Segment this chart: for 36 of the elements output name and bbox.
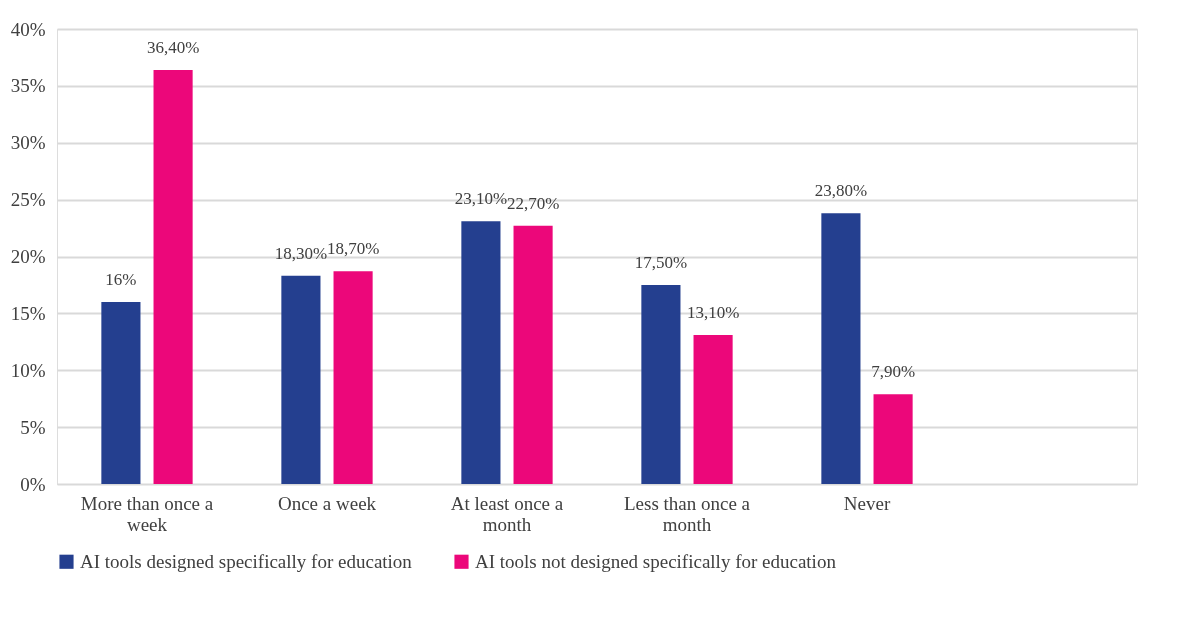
legend-label: AI tools designed specifically for education — [80, 550, 413, 572]
legend-label: AI tools not designed specifically for education — [475, 550, 837, 572]
data-label: 18,30% — [274, 243, 328, 263]
y-tick-label: 5% — [20, 416, 46, 438]
data-label: 36,40% — [146, 37, 200, 57]
bar — [281, 275, 321, 484]
bar — [641, 284, 681, 484]
y-tick-label: 0% — [20, 473, 46, 495]
data-label: 22,70% — [506, 193, 560, 213]
bar — [821, 213, 861, 484]
y-tick-label: 25% — [10, 189, 46, 211]
data-label: 16% — [105, 270, 137, 289]
x-tick-label: Never — [843, 492, 891, 514]
data-label: 17,50% — [634, 252, 688, 272]
data-label: 13,10% — [686, 302, 740, 322]
x-tick-label: At least once a month — [450, 492, 564, 535]
data-label: 23,80% — [814, 181, 868, 201]
bar — [513, 225, 553, 484]
x-tick-label: Less than once a month — [623, 492, 751, 535]
data-label: 18,70% — [326, 239, 380, 259]
data-label: 7,90% — [871, 362, 916, 382]
bar — [693, 334, 733, 484]
bar — [333, 271, 373, 484]
y-tick-label: 40% — [10, 18, 46, 40]
x-tick-label: More than once a week — [80, 492, 214, 535]
bar — [101, 302, 141, 484]
y-tick-label: 15% — [10, 302, 46, 324]
bar — [461, 221, 501, 484]
y-tick-label: 35% — [10, 75, 46, 97]
bar — [153, 69, 193, 484]
x-tick-label: Once a week — [277, 492, 377, 514]
y-tick-label: 30% — [10, 132, 46, 154]
y-tick-label: 20% — [10, 246, 46, 267]
bar — [873, 394, 913, 484]
data-label: 23,10% — [454, 189, 508, 209]
y-tick-label: 10% — [10, 359, 46, 381]
